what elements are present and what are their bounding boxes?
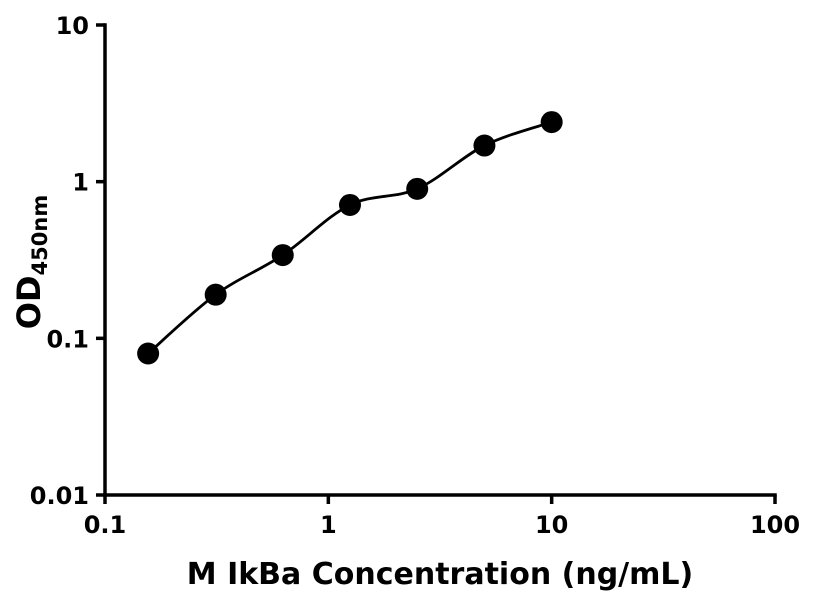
y-axis-tick-label: 10 (56, 12, 89, 40)
x-axis-tick-label: 1 (320, 511, 337, 539)
data-point (406, 177, 429, 200)
x-axis-tick-label: 100 (750, 511, 800, 539)
axis-spines (103, 23, 777, 497)
y-axis-title-main: OD (10, 275, 48, 329)
data-point (473, 134, 496, 157)
y-axis-title-subscript: 450nm (28, 195, 52, 276)
data-point (271, 244, 294, 267)
x-axis-tick-label: 10 (535, 511, 568, 539)
y-axis-title: OD450nm (10, 195, 52, 329)
data-point (540, 111, 563, 134)
x-axis-tick-label: 0.1 (84, 511, 127, 539)
data-point (204, 283, 227, 306)
y-axis-tick-label: 1 (72, 169, 89, 197)
y-axis-tick-label: 0.1 (46, 325, 89, 353)
data-point (338, 193, 361, 216)
y-axis-tick-label: 0.01 (30, 482, 89, 510)
fit-curve (147, 120, 553, 355)
x-axis-title: M IkBa Concentration (ng/mL) (187, 557, 693, 592)
data-point (137, 342, 160, 365)
